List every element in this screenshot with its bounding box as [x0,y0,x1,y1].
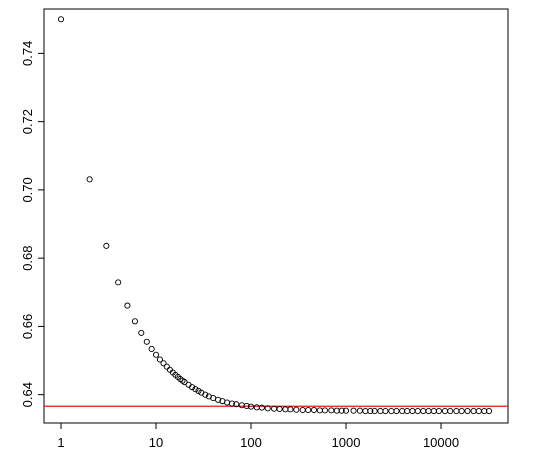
data-point [305,406,312,414]
data-point [247,403,255,410]
data-point [156,356,163,363]
data-point [377,407,384,415]
data-point [115,279,122,286]
data-point [228,400,235,407]
data-point [414,407,421,415]
data-point [160,360,167,367]
data-point [388,407,395,415]
x-tick-label: 10 [149,435,163,450]
data-point [485,407,493,415]
data-point [276,405,283,413]
data-point [215,396,222,403]
data-point [224,399,231,406]
data-point [342,407,350,414]
data-point [143,338,150,345]
data-point [293,406,300,413]
data-point [475,407,482,415]
data-point [202,391,209,398]
data-point [420,407,427,415]
data-point [453,407,460,415]
y-tick-label: 0.70 [20,177,35,202]
data-point [282,406,289,413]
data-point [124,302,131,309]
y-tick-label: 0.74 [20,41,35,66]
data-point [103,242,110,249]
data-point [393,407,400,415]
data-point [338,407,345,414]
y-tick-label: 0.72 [20,109,35,134]
data-point [430,407,437,415]
data-point [253,404,260,411]
data-point [371,407,378,415]
x-tick-label: 1000 [332,435,361,450]
y-tick-label: 0.66 [20,314,35,339]
data-point [86,176,93,183]
data-point [367,407,374,415]
data-point [425,407,432,415]
data-point [447,407,454,415]
y-tick-label: 0.64 [20,382,35,407]
data-point [238,402,245,409]
data-point [356,407,363,414]
x-tick-label: 10000 [423,435,459,450]
data-point [192,386,199,393]
data-point [287,406,294,413]
data-point [316,407,323,414]
data-point [243,402,250,409]
data-point [310,406,318,414]
data-point [299,406,306,414]
data-point [399,407,406,415]
data-point [409,407,416,415]
data-point [328,407,335,414]
data-point [189,384,196,391]
x-tick-label: 100 [240,435,262,450]
data-point [464,407,471,415]
data-point [435,407,442,415]
data-point [258,404,265,411]
data-point [458,407,465,415]
data-point [441,407,449,415]
data-point [233,401,240,408]
y-tick-label: 0.68 [20,245,35,270]
data-point [321,407,328,414]
data-point [148,345,155,352]
data-point [382,407,389,415]
data-point [131,318,138,325]
data-point [404,407,411,415]
data-point [264,405,271,412]
data-point [57,16,65,23]
data-point [163,363,170,370]
x-tick-label: 1 [57,435,64,450]
data-point [152,351,160,358]
data-point [138,329,145,336]
data-point [350,407,357,414]
data-point [470,407,477,415]
plot-frame [43,8,509,424]
